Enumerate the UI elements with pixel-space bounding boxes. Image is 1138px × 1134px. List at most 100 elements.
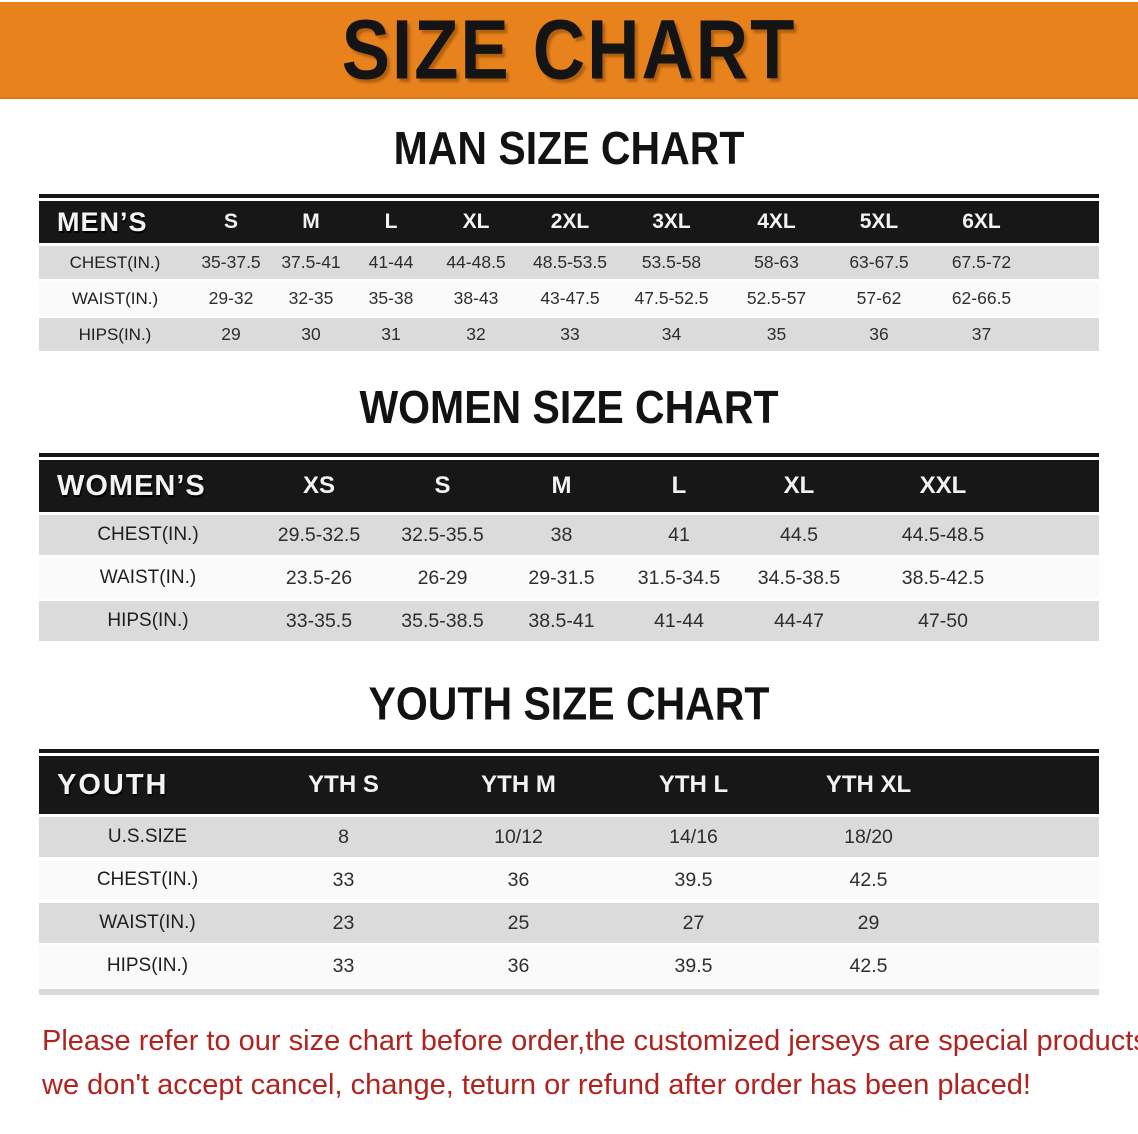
value-cell: 39.5 [606, 860, 781, 900]
men-section: MAN SIZE CHART MEN’S S M L XL 2XL 3XL 4X… [0, 99, 1138, 354]
youth-header-cell: YTH L [606, 756, 781, 814]
value-cell: 31.5-34.5 [619, 558, 739, 598]
men-section-heading: MAN SIZE CHART [393, 122, 745, 174]
value-cell: 67.5-72 [929, 246, 1034, 279]
value-cell: 38.5-42.5 [859, 558, 1027, 598]
spacer-cell [1027, 460, 1099, 512]
women-header-cell: XS [257, 460, 381, 512]
women-corner-label: WOMEN’S [39, 460, 257, 512]
value-cell: 33 [256, 860, 431, 900]
value-cell: 63-67.5 [829, 246, 929, 279]
footnote-line-2: we don't accept cancel, change, teturn o… [42, 1069, 1031, 1102]
value-cell: 36 [431, 860, 606, 900]
footnote: Please refer to our size chart before or… [0, 1019, 1138, 1107]
value-cell: 43-47.5 [521, 282, 619, 315]
youth-ussize-row: U.S.SIZE 8 10/12 14/16 18/20 [39, 817, 1099, 857]
row-label: WAIST(IN.) [39, 558, 257, 598]
value-cell: 41-44 [351, 246, 431, 279]
value-cell: 34 [619, 318, 724, 351]
value-cell: 62-66.5 [929, 282, 1034, 315]
men-header-cell: 6XL [929, 201, 1034, 243]
men-header-row: MEN’S S M L XL 2XL 3XL 4XL 5XL 6XL [39, 201, 1099, 243]
men-header-cell: L [351, 201, 431, 243]
value-cell: 53.5-58 [619, 246, 724, 279]
row-label: CHEST(IN.) [39, 860, 256, 900]
row-label: U.S.SIZE [39, 817, 256, 857]
men-waist-row: WAIST(IN.) 29-32 32-35 35-38 38-43 43-47… [39, 282, 1099, 315]
value-cell: 23 [256, 903, 431, 943]
value-cell: 35.5-38.5 [381, 601, 504, 641]
row-label: WAIST(IN.) [39, 903, 256, 943]
spacer-cell [1034, 318, 1099, 351]
value-cell: 39.5 [606, 946, 781, 986]
men-hips-row: HIPS(IN.) 29 30 31 32 33 34 35 36 37 [39, 318, 1099, 351]
value-cell: 36 [431, 946, 606, 986]
value-cell: 47.5-52.5 [619, 282, 724, 315]
value-cell: 29-31.5 [504, 558, 619, 598]
value-cell: 23.5-26 [257, 558, 381, 598]
value-cell: 25 [431, 903, 606, 943]
value-cell: 26-29 [381, 558, 504, 598]
youth-header-cell: YTH M [431, 756, 606, 814]
women-hips-row: HIPS(IN.) 33-35.5 35.5-38.5 38.5-41 41-4… [39, 601, 1099, 641]
women-chest-row: CHEST(IN.) 29.5-32.5 32.5-35.5 38 41 44.… [39, 515, 1099, 555]
value-cell: 38 [504, 515, 619, 555]
spacer-cell [956, 817, 1099, 857]
men-header-cell: 2XL [521, 201, 619, 243]
spacer-cell [1034, 246, 1099, 279]
spacer-cell [1027, 601, 1099, 641]
value-cell: 44-48.5 [431, 246, 521, 279]
women-header-cell: L [619, 460, 739, 512]
men-header-cell: S [191, 201, 271, 243]
youth-chest-row: CHEST(IN.) 33 36 39.5 42.5 [39, 860, 1099, 900]
value-cell: 33-35.5 [257, 601, 381, 641]
spacer-cell [1027, 558, 1099, 598]
banner-title: SIZE CHART [341, 2, 797, 97]
value-cell: 38.5-41 [504, 601, 619, 641]
spacer-cell [1034, 201, 1099, 243]
men-header-cell: 5XL [829, 201, 929, 243]
value-cell: 47-50 [859, 601, 1027, 641]
women-header-row: WOMEN’S XS S M L XL XXL [39, 460, 1099, 512]
value-cell: 42.5 [781, 860, 956, 900]
youth-hips-row: HIPS(IN.) 33 36 39.5 42.5 [39, 946, 1099, 986]
men-size-table: MEN’S S M L XL 2XL 3XL 4XL 5XL 6XL CHEST… [39, 194, 1099, 354]
value-cell: 44-47 [739, 601, 859, 641]
men-chest-row: CHEST(IN.) 35-37.5 37.5-41 41-44 44-48.5… [39, 246, 1099, 279]
youth-header-row: YOUTH YTH S YTH M YTH L YTH XL [39, 756, 1099, 814]
value-cell: 32-35 [271, 282, 351, 315]
spacer-cell [956, 756, 1099, 814]
women-header-cell: S [381, 460, 504, 512]
banner: SIZE CHART [0, 2, 1138, 99]
spacer-cell [1027, 515, 1099, 555]
youth-header-cell: YTH S [256, 756, 431, 814]
value-cell: 35 [724, 318, 829, 351]
women-size-table: WOMEN’S XS S M L XL XXL CHEST(IN.) 29.5-… [39, 453, 1099, 644]
men-header-cell: 3XL [619, 201, 724, 243]
youth-section-heading: YOUTH SIZE CHART [368, 678, 770, 730]
value-cell: 10/12 [431, 817, 606, 857]
youth-header-cell: YTH XL [781, 756, 956, 814]
women-header-cell: XXL [859, 460, 1027, 512]
value-cell: 18/20 [781, 817, 956, 857]
value-cell: 52.5-57 [724, 282, 829, 315]
value-cell: 29 [781, 903, 956, 943]
youth-size-table: YOUTH YTH S YTH M YTH L YTH XL U.S.SIZE … [39, 749, 1099, 995]
spacer-cell [956, 860, 1099, 900]
youth-waist-row: WAIST(IN.) 23 25 27 29 [39, 903, 1099, 943]
value-cell: 33 [521, 318, 619, 351]
value-cell: 38-43 [431, 282, 521, 315]
men-header-cell: 4XL [724, 201, 829, 243]
value-cell: 41 [619, 515, 739, 555]
value-cell: 36 [829, 318, 929, 351]
footnote-line-1: Please refer to our size chart before or… [42, 1025, 1138, 1057]
row-label: CHEST(IN.) [39, 515, 257, 555]
men-corner-label: MEN’S [39, 201, 191, 243]
value-cell: 44.5-48.5 [859, 515, 1027, 555]
men-header-cell: M [271, 201, 351, 243]
men-header-cell: XL [431, 201, 521, 243]
value-cell: 41-44 [619, 601, 739, 641]
value-cell: 44.5 [739, 515, 859, 555]
value-cell: 34.5-38.5 [739, 558, 859, 598]
